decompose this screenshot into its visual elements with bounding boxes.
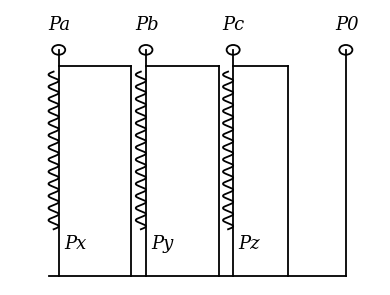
Text: Py: Py: [151, 235, 174, 253]
Text: P0: P0: [335, 16, 358, 34]
Text: Px: Px: [64, 235, 87, 253]
Text: Pc: Pc: [222, 16, 245, 34]
Text: Pa: Pa: [48, 16, 70, 34]
Text: Pz: Pz: [239, 235, 260, 253]
Text: Pb: Pb: [135, 16, 159, 34]
